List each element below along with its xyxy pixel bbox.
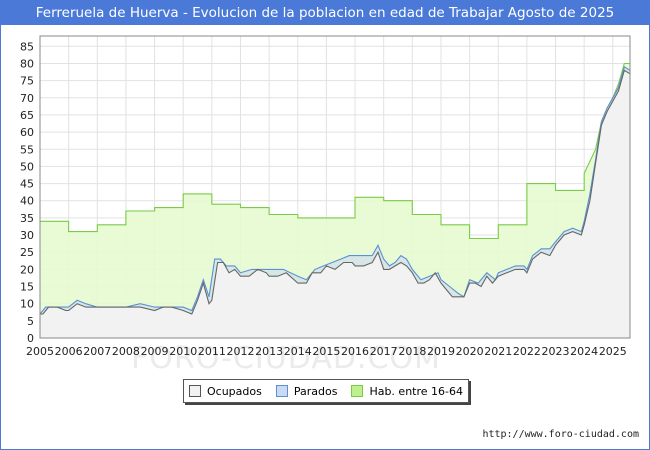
x-tick-label: 2005 xyxy=(26,345,54,358)
x-tick-label: 2006 xyxy=(55,345,83,358)
x-tick-label: 2012 xyxy=(226,345,254,358)
x-tick-label: 2018 xyxy=(398,345,426,358)
x-tick-label: 2019 xyxy=(427,345,455,358)
y-tick-label: 80 xyxy=(20,57,34,70)
x-tick-label: 2020 xyxy=(456,345,484,358)
watermark-text: FORO-CIUDAD.COM xyxy=(131,341,441,376)
y-tick-label: 0 xyxy=(27,332,34,345)
legend-item-habitantes: Hab. entre 16-64 xyxy=(351,385,463,398)
line-parados xyxy=(39,66,631,315)
x-tick-label: 2022 xyxy=(513,345,541,358)
x-tick-label: 2024 xyxy=(570,345,598,358)
legend-label-parados: Parados xyxy=(293,384,338,398)
x-tick-label: 2010 xyxy=(169,345,197,358)
area-ocupados xyxy=(40,70,630,339)
x-tick-label: 2015 xyxy=(312,345,340,358)
y-tick-label: 55 xyxy=(20,143,34,156)
y-tick-label: 45 xyxy=(20,178,34,191)
legend-item-ocupados: Ocupados xyxy=(188,384,262,398)
y-tick-label: 30 xyxy=(20,229,34,242)
y-tick-label: 65 xyxy=(20,109,34,122)
parados-swatch-icon xyxy=(275,385,288,397)
area-habitantes xyxy=(40,63,630,338)
y-tick-label: 50 xyxy=(20,160,34,173)
y-tick-label: 25 xyxy=(20,246,34,259)
x-tick-label: 2014 xyxy=(284,345,312,358)
y-tick-label: 85 xyxy=(20,40,34,53)
x-tick-label: 2008 xyxy=(112,345,140,358)
y-tick-label: 35 xyxy=(20,212,34,225)
x-tick-label: 2007 xyxy=(83,345,111,358)
y-tick-label: 5 xyxy=(27,315,34,328)
line-habitantes xyxy=(40,62,630,240)
x-tick-label: 2013 xyxy=(255,345,283,358)
ocupados-swatch-icon xyxy=(188,385,201,397)
x-tick-label: 2023 xyxy=(542,345,570,358)
legend-label-ocupados: Ocupados xyxy=(206,384,262,398)
y-tick-label: 10 xyxy=(20,298,34,311)
x-tick-label: 2011 xyxy=(198,345,226,358)
legend: Ocupados Parados Hab. entre 16-64 xyxy=(183,379,469,403)
legend-label-habitantes: Hab. entre 16-64 xyxy=(369,384,463,398)
y-tick-label: 15 xyxy=(20,281,34,294)
x-tick-label: 2016 xyxy=(341,345,369,358)
x-tick-label: 2009 xyxy=(141,345,169,358)
y-tick-label: 70 xyxy=(20,92,34,105)
y-tick-label: 75 xyxy=(20,75,34,88)
x-tick-label: 2025 xyxy=(599,345,627,358)
y-tick-label: 20 xyxy=(20,263,34,276)
plot-border xyxy=(39,35,631,339)
line-ocupados xyxy=(40,69,631,315)
source-credit: http://www.foro-ciudad.com xyxy=(482,429,639,440)
legend-item-parados: Parados xyxy=(275,384,338,398)
y-tick-label: 60 xyxy=(20,126,34,139)
chart-title: Ferreruela de Huerva - Evolucion de la p… xyxy=(1,1,649,25)
hab-swatch-icon xyxy=(351,385,364,397)
x-tick-label: 2017 xyxy=(370,345,398,358)
x-tick-label: 2021 xyxy=(484,345,512,358)
y-tick-label: 40 xyxy=(20,195,34,208)
